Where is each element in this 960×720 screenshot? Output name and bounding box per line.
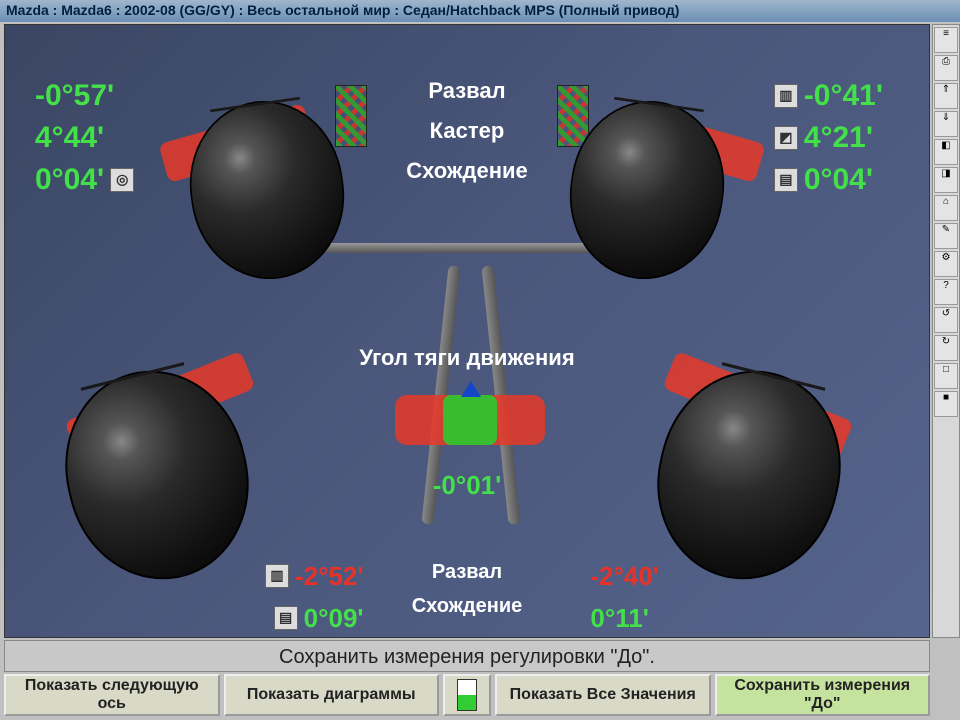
tool-button-11[interactable]: ↻ <box>934 335 958 361</box>
alignment-3d-view: Развал Кастер Схождение Угол тяги движен… <box>4 24 930 638</box>
fl-camber-value: -0°57' <box>35 75 114 117</box>
camber-icon: ▥ <box>774 84 798 108</box>
toe-icon: ▤ <box>274 606 298 630</box>
front-left-strut <box>335 85 367 147</box>
tool-button-1[interactable]: ⎙ <box>934 55 958 81</box>
rl-toe-value: 0°09' <box>304 597 364 639</box>
rear-param-labels: Развал Схождение <box>412 555 523 623</box>
rear-right-readout: -2°40' 0°11' <box>590 555 659 639</box>
fr-camber-value: -0°41' <box>804 75 883 117</box>
fr-caster-value: 4°21' <box>804 117 873 159</box>
tool-button-12[interactable]: □ <box>934 363 958 389</box>
front-toe-label: Схождение <box>406 151 528 191</box>
rr-toe-value: 0°11' <box>590 597 649 639</box>
front-left-readout: -0°57' 4°44' 0°04' ◎ <box>35 75 134 201</box>
fl-toe-value: 0°04' <box>35 159 104 201</box>
front-camber-label: Развал <box>406 71 528 111</box>
side-toolbar: ≡⎙⇑⇓◧◨⌂✎⚙?↺↻□■ <box>932 24 960 638</box>
tool-button-9[interactable]: ? <box>934 279 958 305</box>
show-next-axle-button[interactable]: Показать следующую ось <box>4 674 220 716</box>
tool-button-6[interactable]: ⌂ <box>934 195 958 221</box>
rear-left-readout: ▥ -2°52' ▤ 0°09' <box>265 555 364 639</box>
save-indicator <box>443 674 491 716</box>
thrust-arc-ok <box>443 395 497 445</box>
tool-button-3[interactable]: ⇓ <box>934 111 958 137</box>
save-before-button[interactable]: Сохранить измерения "До" <box>715 674 931 716</box>
show-all-values-button[interactable]: Показать Все Значения <box>495 674 711 716</box>
front-param-labels: Развал Кастер Схождение <box>406 71 528 191</box>
fl-caster-value: 4°44' <box>35 117 104 159</box>
thrust-value: -0°01' <box>433 470 502 501</box>
wheel-front-right <box>559 91 735 289</box>
status-bar: Сохранить измерения регулировки "До". <box>4 640 930 672</box>
thrust-pointer-icon <box>461 381 481 397</box>
tool-button-2[interactable]: ⇑ <box>934 83 958 109</box>
wheel-front-left <box>179 91 355 289</box>
rl-camber-value: -2°52' <box>295 555 364 597</box>
toe-icon: ▤ <box>774 168 798 192</box>
mini-gauge-icon <box>457 679 477 711</box>
tool-button-4[interactable]: ◧ <box>934 139 958 165</box>
thrust-label: Угол тяги движения <box>359 345 574 371</box>
camber-icon: ▥ <box>265 564 289 588</box>
caster-icon: ◩ <box>774 126 798 150</box>
tool-button-0[interactable]: ≡ <box>934 27 958 53</box>
tool-button-8[interactable]: ⚙ <box>934 251 958 277</box>
rr-camber-value: -2°40' <box>590 555 659 597</box>
title-bar: Mazda : Mazda6 : 2002-08 (GG/GY) : Весь … <box>0 0 960 22</box>
tool-button-7[interactable]: ✎ <box>934 223 958 249</box>
show-diagrams-button[interactable]: Показать диаграммы <box>224 674 440 716</box>
front-caster-label: Кастер <box>406 111 528 151</box>
tool-button-10[interactable]: ↺ <box>934 307 958 333</box>
tool-button-5[interactable]: ◨ <box>934 167 958 193</box>
fr-toe-value: 0°04' <box>804 159 873 201</box>
rear-toe-label: Схождение <box>412 589 523 623</box>
rear-camber-label: Развал <box>412 555 523 589</box>
front-right-readout: ▥ -0°41' ◩ 4°21' ▤ 0°04' <box>774 75 883 201</box>
steering-icon: ◎ <box>110 168 134 192</box>
action-bar: Показать следующую ось Показать диаграмм… <box>4 674 930 716</box>
tool-button-13[interactable]: ■ <box>934 391 958 417</box>
